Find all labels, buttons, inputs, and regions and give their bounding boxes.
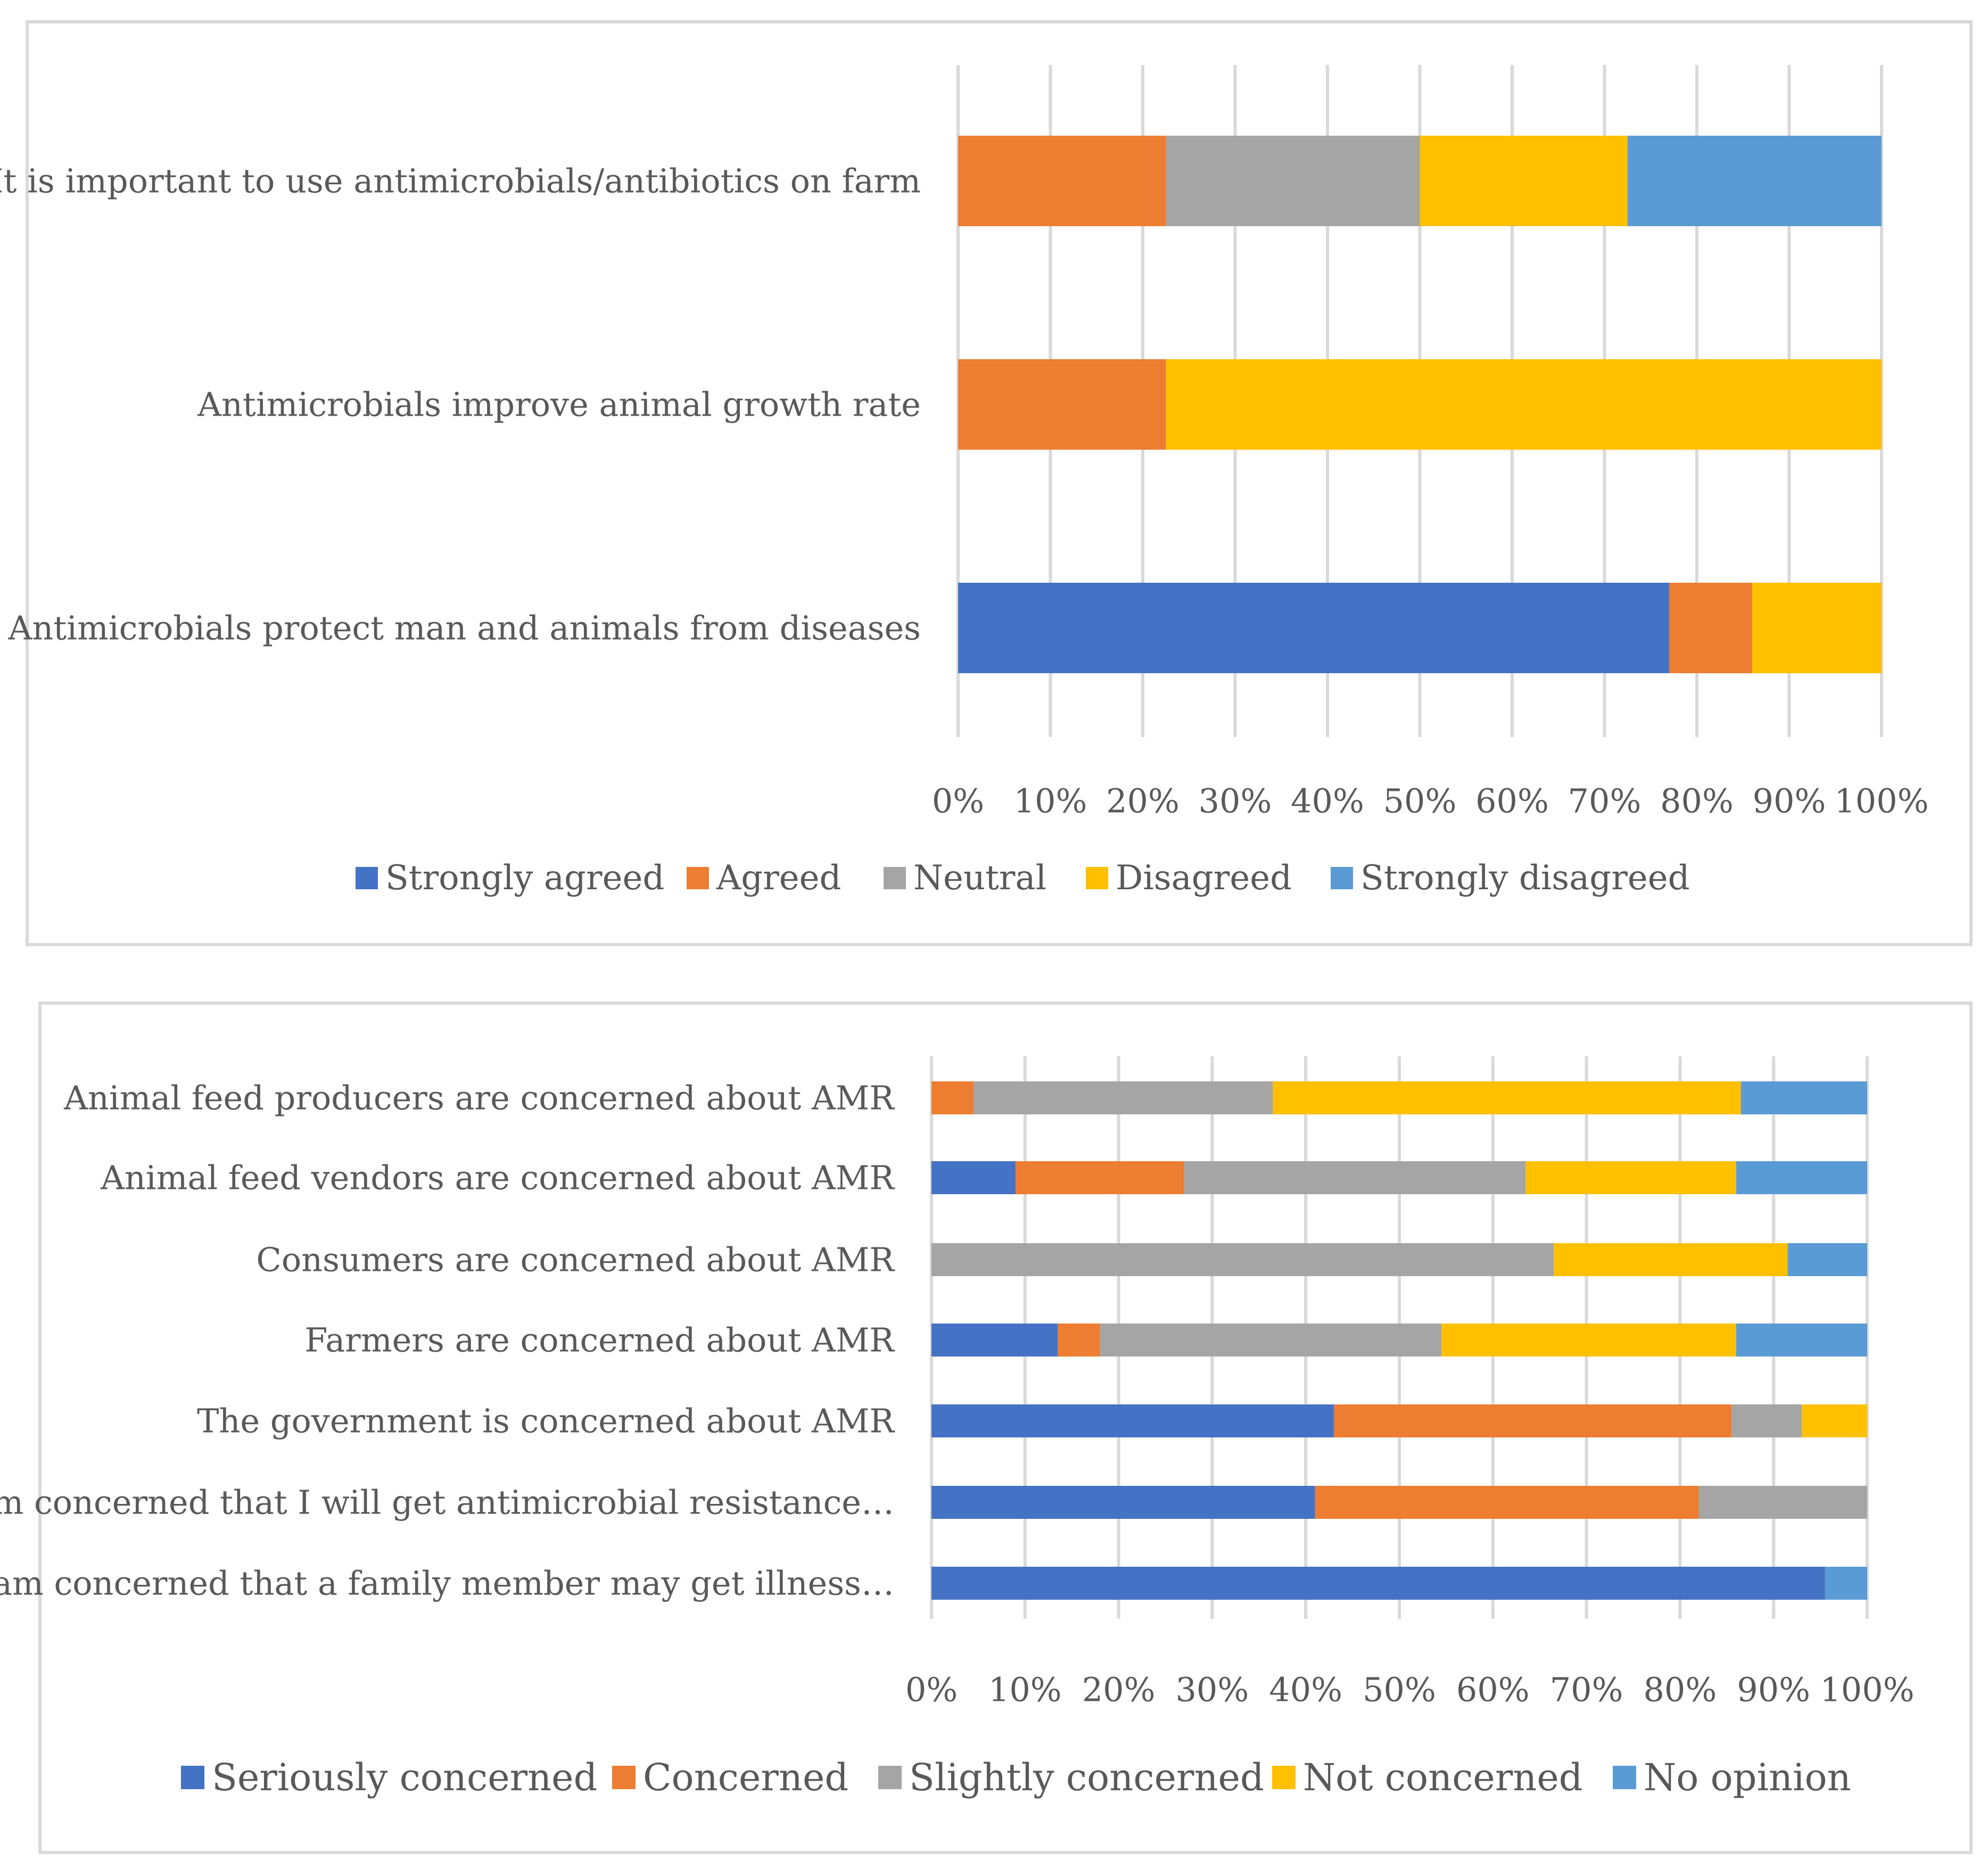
category-label-4: Farmers are concerned about AMR — [304, 1321, 895, 1360]
legend-swatch-disagreed — [1086, 867, 1108, 889]
tick-label-50: 50% — [1363, 1670, 1436, 1709]
bar-concerned-row-1 — [931, 1081, 974, 1114]
bar-seriously-concerned-row-4 — [931, 1324, 1058, 1357]
legend-label-seriously-concerned: Seriously concerned — [212, 1756, 597, 1799]
bar-slightly-concerned-row-1 — [974, 1081, 1273, 1114]
bar-strongly-agreed-row-3 — [958, 583, 1669, 673]
category-label-7: I am concerned that a family member may … — [0, 1564, 894, 1603]
legend-label-slightly-concerned: Slightly concerned — [909, 1756, 1264, 1799]
bar-not-concerned-row-4 — [1441, 1324, 1736, 1357]
legend-swatch-strongly-disagreed — [1331, 867, 1353, 889]
category-label-1: Animal feed producers are concerned abou… — [63, 1079, 895, 1118]
bar-agreed-row-2 — [958, 359, 1166, 450]
tick-label-30: 30% — [1199, 782, 1272, 821]
tick-label-100: 100% — [1820, 1670, 1914, 1709]
chart-2: Animal feed producers are concerned abou… — [0, 1056, 1915, 1799]
legend-label-no-opinion: No opinion — [1644, 1756, 1851, 1799]
category-label-3: Antimicrobials protect man and animals f… — [8, 609, 921, 648]
tick-label-20: 20% — [1106, 782, 1179, 821]
tick-label-10: 10% — [988, 1670, 1062, 1709]
bar-seriously-concerned-row-7 — [931, 1567, 1825, 1600]
legend-label-strongly-disagreed: Strongly disagreed — [1360, 858, 1690, 898]
tick-label-0: 0% — [905, 1670, 958, 1709]
tick-label-50: 50% — [1383, 782, 1457, 821]
bar-no-opinion-row-1 — [1740, 1081, 1867, 1114]
legend-label-neutral: Neutral — [913, 858, 1046, 898]
bar-no-opinion-row-3 — [1787, 1243, 1867, 1276]
bar-disagreed-row-1 — [1420, 136, 1628, 226]
tick-label-70: 70% — [1550, 1670, 1623, 1709]
bar-no-opinion-row-2 — [1736, 1161, 1867, 1194]
tick-label-10: 10% — [1014, 782, 1087, 821]
bar-strongly-disagreed-row-1 — [1627, 136, 1882, 226]
bar-agreed-row-1 — [958, 136, 1166, 226]
tick-label-0: 0% — [932, 782, 984, 821]
legend-label-strongly-agreed: Strongly agreed — [385, 858, 664, 898]
bar-no-opinion-row-7 — [1825, 1567, 1867, 1600]
category-label-6: I am concerned that I will get antimicro… — [0, 1483, 894, 1522]
category-label-5: The government is concerned about AMR — [197, 1402, 895, 1441]
tick-label-20: 20% — [1082, 1670, 1156, 1709]
category-label-2: Animal feed vendors are concerned about … — [100, 1159, 895, 1197]
bar-concerned-row-6 — [1315, 1486, 1699, 1519]
category-label-3: Consumers are concerned about AMR — [256, 1241, 895, 1279]
bar-slightly-concerned-row-2 — [1184, 1161, 1526, 1194]
legend-swatch-strongly-agreed — [356, 867, 378, 889]
bar-slightly-concerned-row-4 — [1100, 1324, 1442, 1357]
tick-label-40: 40% — [1291, 782, 1364, 821]
legend-swatch-not-concerned — [1272, 1766, 1296, 1789]
bar-not-concerned-row-5 — [1801, 1404, 1867, 1437]
tick-label-100: 100% — [1834, 782, 1928, 821]
bar-slightly-concerned-row-5 — [1731, 1404, 1802, 1437]
bar-slightly-concerned-row-6 — [1698, 1486, 1867, 1519]
bar-seriously-concerned-row-6 — [931, 1486, 1315, 1519]
legend-label-not-concerned: Not concerned — [1303, 1756, 1583, 1799]
legend-label-concerned: Concerned — [643, 1756, 848, 1799]
bar-seriously-concerned-row-2 — [931, 1161, 1016, 1194]
bar-not-concerned-row-2 — [1525, 1161, 1736, 1194]
bar-not-concerned-row-3 — [1554, 1243, 1788, 1276]
legend-swatch-no-opinion — [1613, 1766, 1636, 1789]
bar-slightly-concerned-row-3 — [931, 1243, 1554, 1276]
legend-swatch-neutral — [884, 867, 906, 889]
tick-label-80: 80% — [1660, 782, 1734, 821]
bar-concerned-row-4 — [1058, 1324, 1100, 1357]
tick-label-40: 40% — [1269, 1670, 1342, 1709]
legend-swatch-seriously-concerned — [181, 1766, 204, 1789]
bar-concerned-row-2 — [1016, 1161, 1184, 1194]
tick-label-90: 90% — [1753, 782, 1826, 821]
legend-label-disagreed: Disagreed — [1116, 858, 1292, 898]
tick-label-90: 90% — [1737, 1670, 1810, 1709]
bar-concerned-row-5 — [1333, 1404, 1732, 1437]
legend-swatch-concerned — [612, 1766, 636, 1789]
bar-not-concerned-row-1 — [1273, 1081, 1741, 1114]
bar-seriously-concerned-row-5 — [931, 1404, 1334, 1437]
bar-agreed-row-3 — [1669, 583, 1753, 673]
bar-neutral-row-1 — [1166, 136, 1420, 226]
bar-disagreed-row-3 — [1752, 583, 1882, 673]
category-label-2: Antimicrobials improve animal growth rat… — [197, 385, 921, 424]
tick-label-60: 60% — [1456, 1670, 1530, 1709]
bar-no-opinion-row-4 — [1736, 1324, 1867, 1357]
legend-label-agreed: Agreed — [716, 858, 842, 898]
tick-label-70: 70% — [1568, 782, 1641, 821]
category-label-1: It is important to use antimicrobials/an… — [0, 162, 921, 201]
tick-label-30: 30% — [1175, 1670, 1249, 1709]
tick-label-80: 80% — [1643, 1670, 1717, 1709]
legend-swatch-slightly-concerned — [878, 1766, 902, 1789]
chart-1: It is important to use antimicrobials/an… — [0, 65, 1929, 898]
bar-disagreed-row-2 — [1166, 359, 1882, 450]
legend-swatch-agreed — [687, 867, 709, 889]
tick-label-60: 60% — [1475, 782, 1549, 821]
